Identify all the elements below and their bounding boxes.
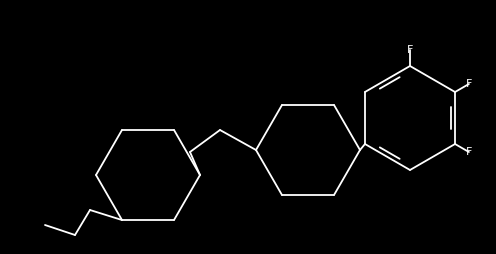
Text: F: F [466,79,472,89]
Text: F: F [466,147,472,157]
Text: F: F [407,45,413,55]
